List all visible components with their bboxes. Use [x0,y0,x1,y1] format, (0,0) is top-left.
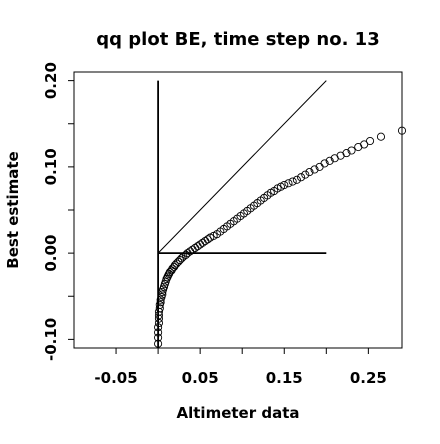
data-point [365,136,375,146]
data-point [154,318,163,328]
data-point [280,180,289,190]
data-point [288,177,297,186]
x-tick-label: 0.15 [266,369,303,387]
x-axis: -0.05 0.05 0.15 0.25 [94,348,387,387]
data-point [310,165,319,174]
y-tick-label: -0.10 [42,318,60,361]
data-point [155,304,164,313]
y-tick-label: 0.20 [42,62,60,99]
data-point [203,235,212,244]
data-point [284,179,293,188]
data-point [376,132,386,141]
y-axis-label: Best estimate [4,151,22,268]
data-points [154,126,407,348]
x-tick-label: 0.05 [182,369,219,387]
data-point [360,140,369,149]
data-point [347,146,356,155]
x-tick-label: 0.25 [350,369,387,387]
data-point [154,328,163,337]
y-axis: -0.10 0.00 0.10 0.20 [42,62,74,361]
data-point [397,126,407,135]
reference-lines [157,80,327,348]
data-point [301,170,310,179]
data-point [305,167,314,177]
data-point [154,323,163,332]
x-axis-label: Altimeter data [177,404,300,422]
data-point [342,149,351,158]
data-point [297,173,306,182]
data-point [292,175,301,184]
chart-title: qq plot BE, time step no. 13 [96,29,379,50]
data-point [158,290,167,299]
data-point [320,159,329,168]
y-tick-label: 0.10 [42,148,60,185]
x-tick-label: -0.05 [94,369,137,387]
data-point [156,298,165,307]
data-point [325,156,334,165]
data-point [154,333,163,342]
y-tick-label: 0.00 [42,235,60,272]
reference-line-identity [157,80,327,254]
data-point [154,339,163,348]
